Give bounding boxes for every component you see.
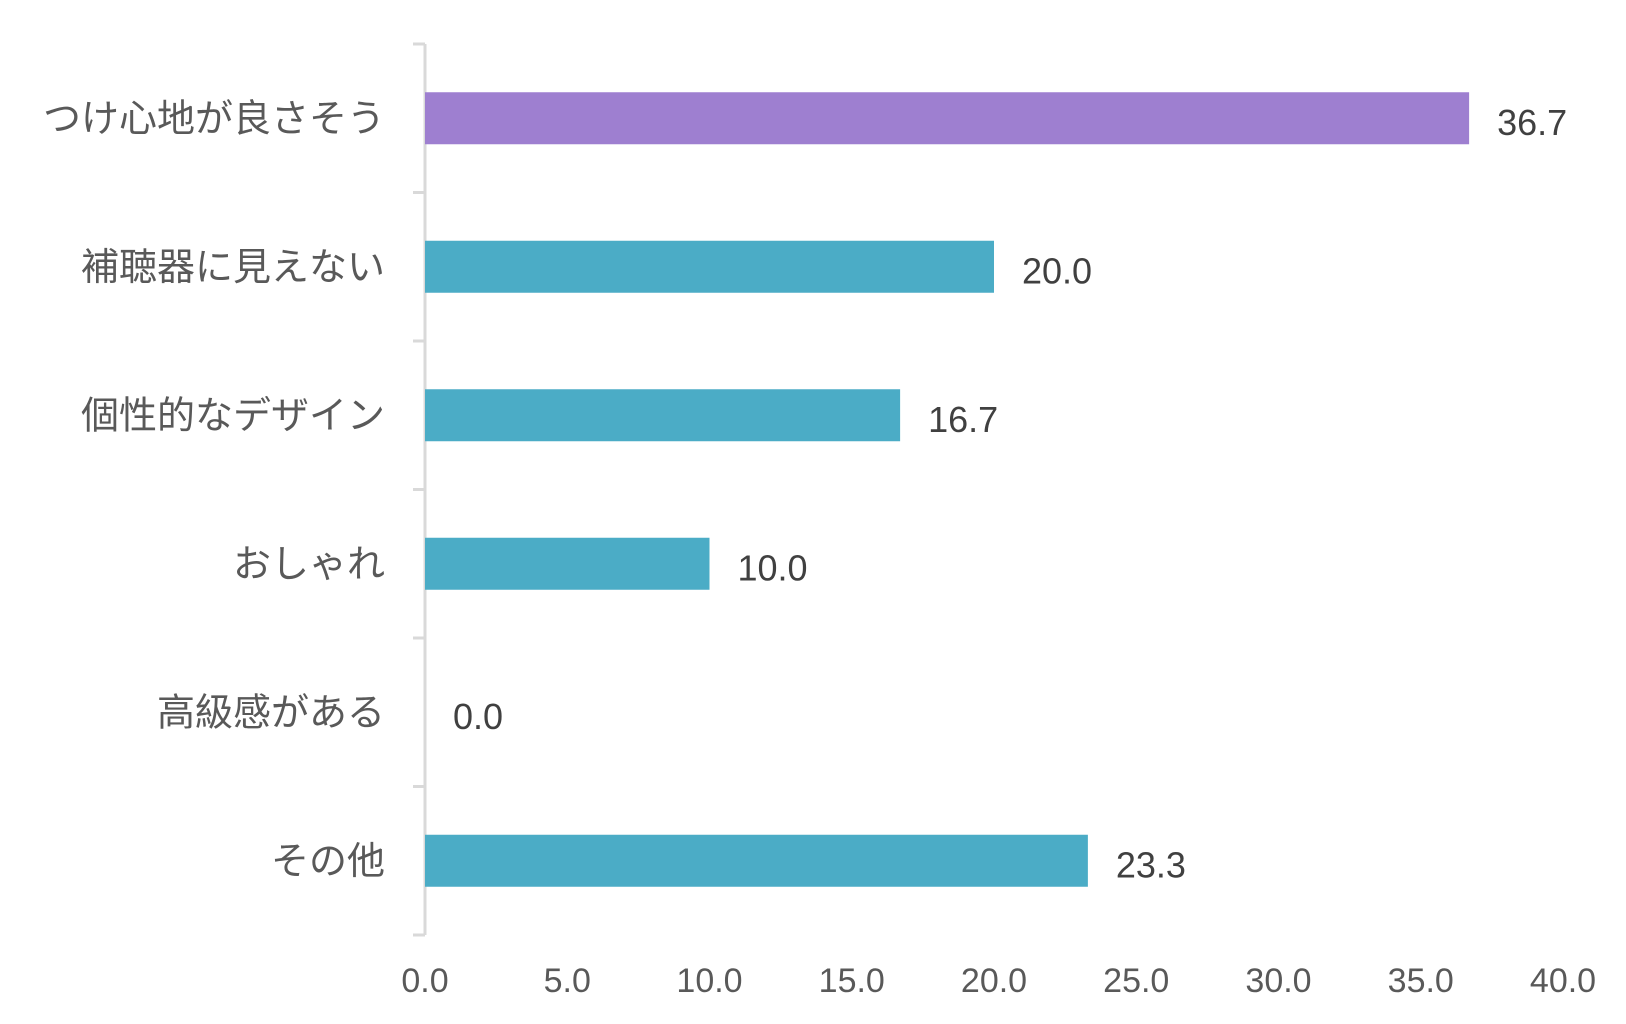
data-label: 36.7: [1497, 102, 1567, 143]
x-tick-label: 30.0: [1245, 962, 1311, 1000]
category-label: その他: [271, 839, 385, 883]
x-tick-label: 20.0: [961, 962, 1027, 1000]
bar-layer: [425, 92, 1470, 887]
category-label: 補聴器に見えない: [81, 245, 385, 289]
data-label: 10.0: [738, 547, 808, 588]
data-label: 0.0: [453, 696, 503, 737]
x-tick-label: 10.0: [676, 962, 742, 1000]
data-label: 16.7: [928, 399, 998, 440]
bar: [425, 240, 994, 293]
x-tick-label: 25.0: [1103, 962, 1169, 1000]
x-tick-label: 40.0: [1530, 962, 1596, 1000]
bar: [425, 537, 710, 590]
category-label: 個性的なデザイン: [81, 393, 385, 437]
bar: [425, 834, 1088, 887]
category-label: 高級感がある: [157, 690, 385, 734]
label-layer: つけ心地が良さそう 36.7 補聴器に見えない 20.0 個性的なデザイン 16.7 おしゃ…: [43, 96, 1596, 1000]
x-tick-label: 35.0: [1388, 962, 1454, 1000]
x-tick-label: 5.0: [544, 962, 591, 1000]
bar: [425, 389, 901, 442]
axis-layer: [413, 42, 427, 937]
data-label: 20.0: [1022, 250, 1092, 291]
bar: [425, 92, 1470, 145]
category-label: つけ心地が良さそう: [43, 96, 385, 140]
category-label: おしゃれ: [233, 542, 385, 586]
x-tick-label: 15.0: [819, 962, 885, 1000]
x-tick-label: 0.0: [401, 962, 448, 1000]
data-label: 23.3: [1116, 844, 1186, 885]
